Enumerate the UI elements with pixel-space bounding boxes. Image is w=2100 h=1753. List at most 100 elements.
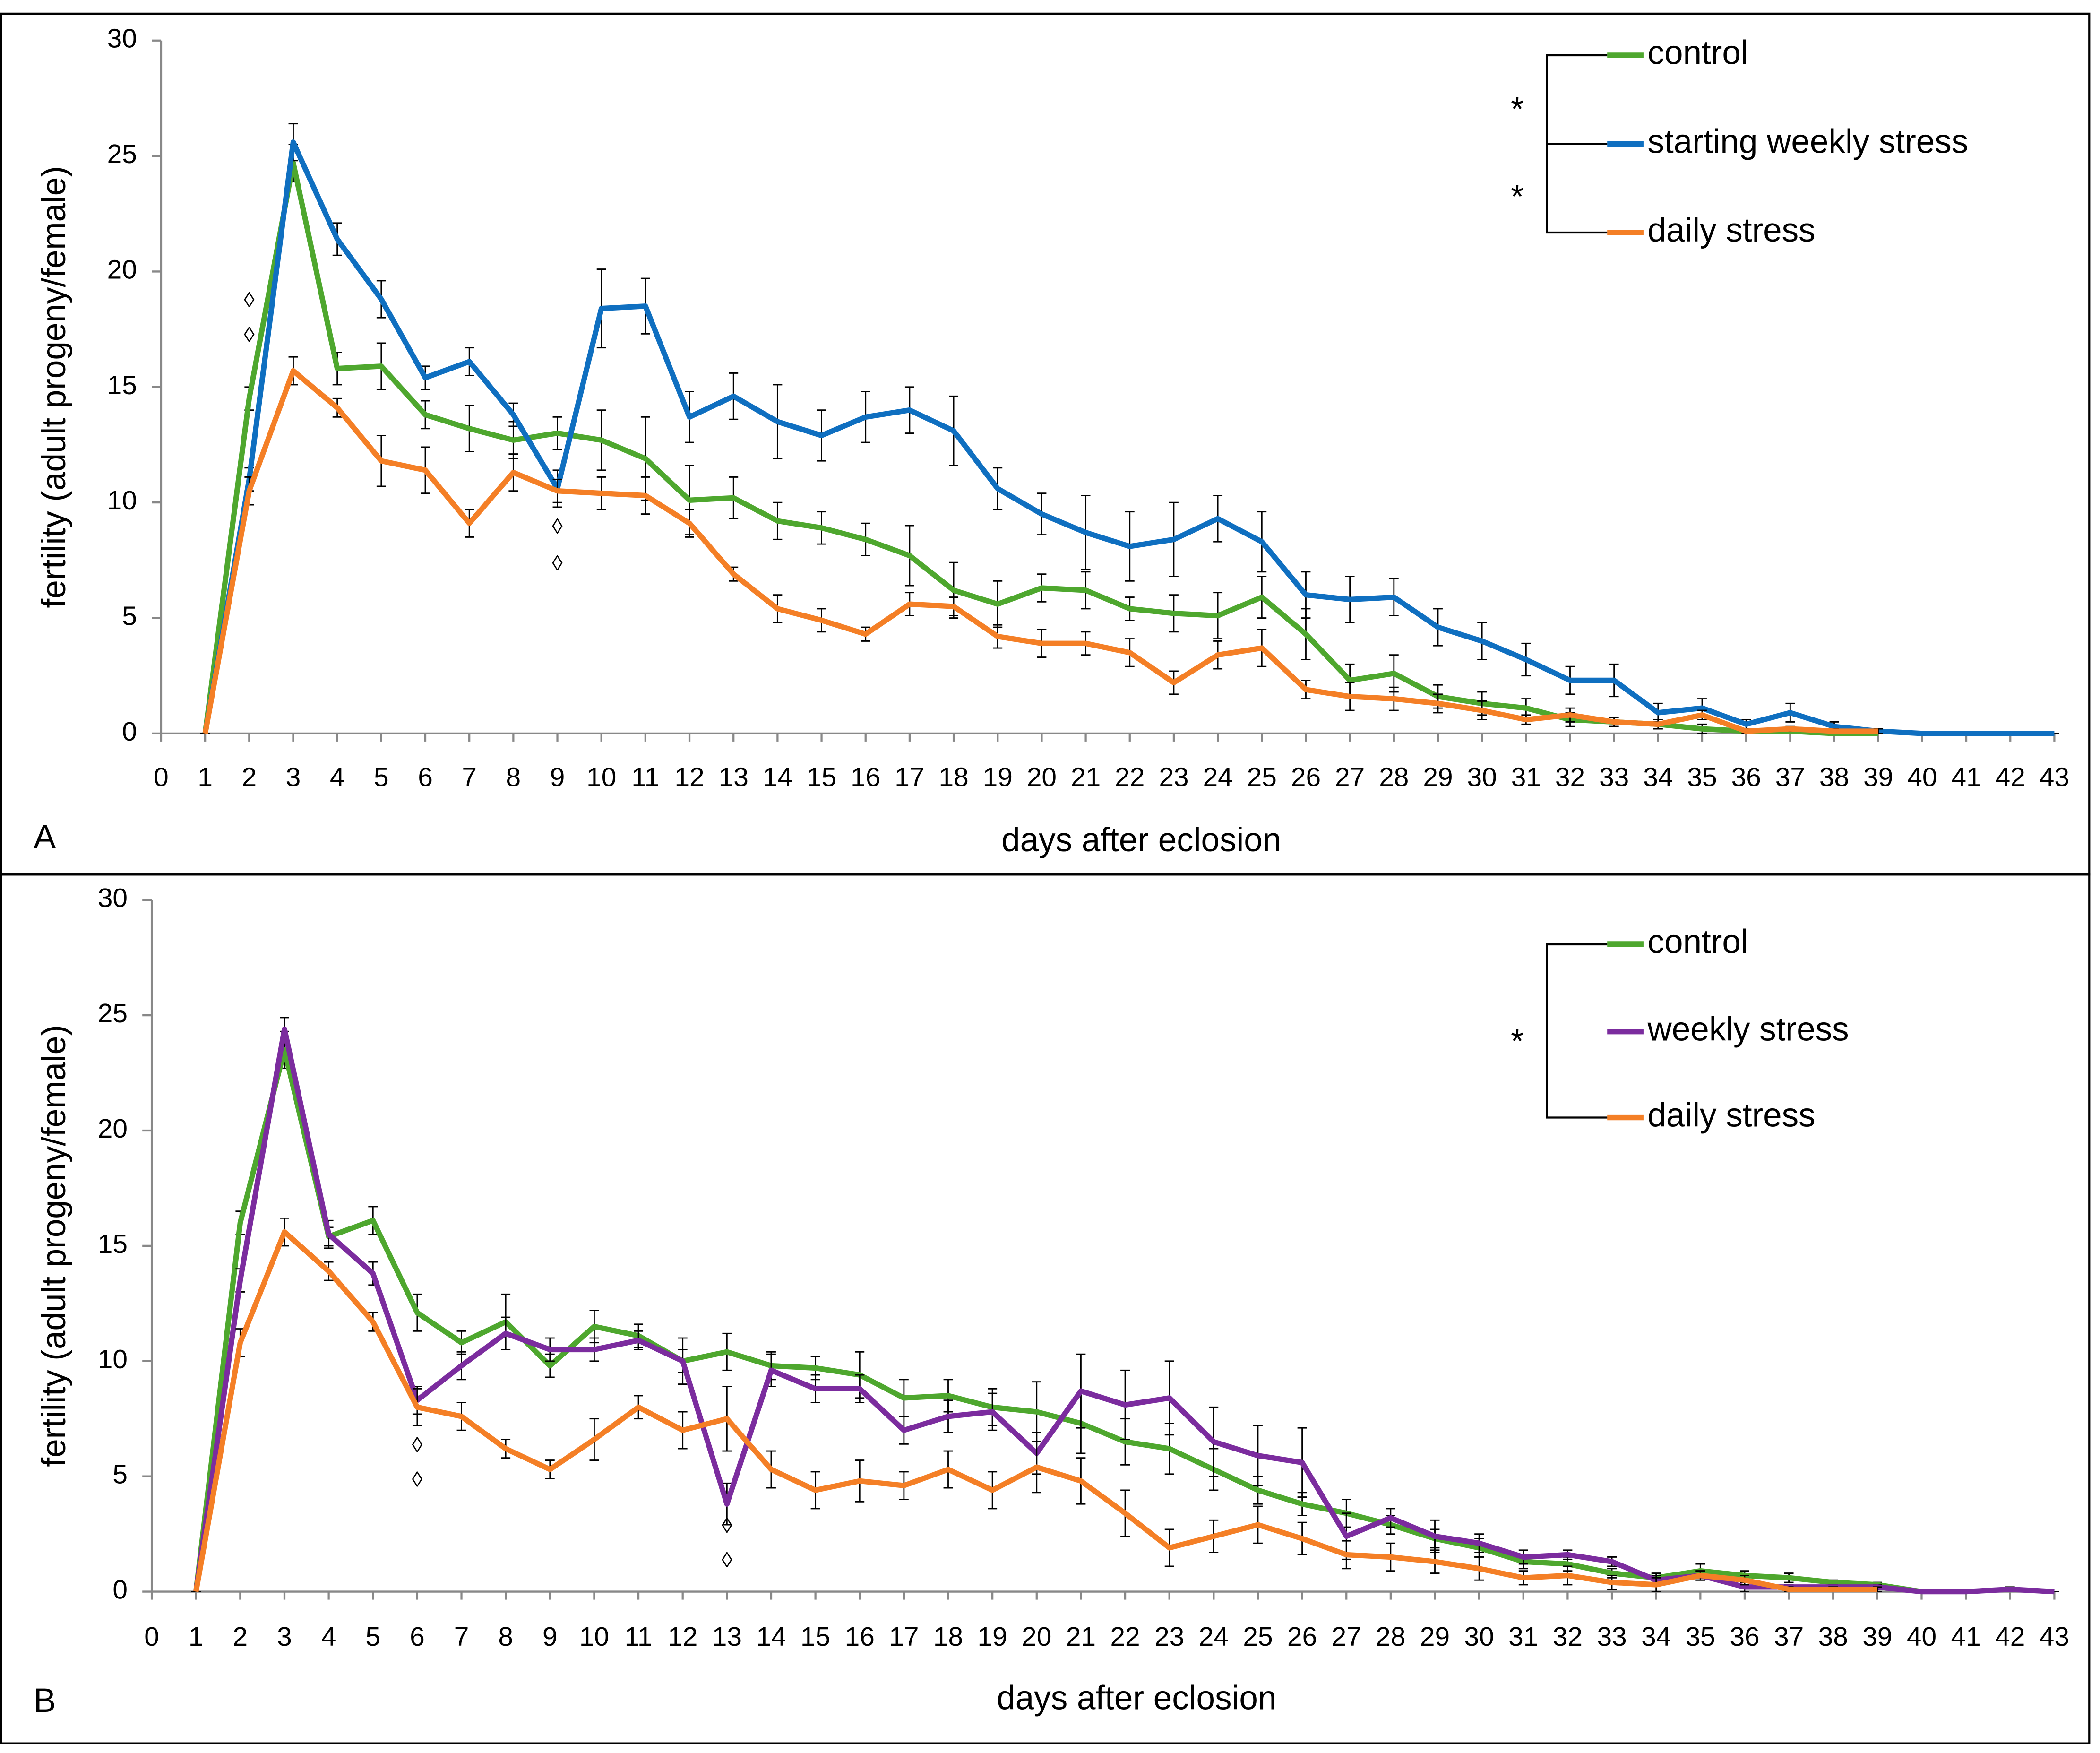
y-tick-label: 30 bbox=[107, 24, 137, 54]
x-tick-label: 24 bbox=[1203, 763, 1233, 793]
x-tick-label: 24 bbox=[1199, 1622, 1229, 1652]
x-tick-label: 36 bbox=[1731, 763, 1761, 793]
y-tick-label: 30 bbox=[98, 883, 128, 913]
x-tick-label: 35 bbox=[1686, 1622, 1715, 1652]
x-tick-label: 37 bbox=[1775, 763, 1805, 793]
x-tick-label: 26 bbox=[1291, 763, 1321, 793]
x-tick-label: 5 bbox=[374, 763, 389, 793]
y-tick-label: 5 bbox=[112, 1460, 128, 1490]
series-line bbox=[202, 368, 1878, 734]
x-tick-label: 31 bbox=[1508, 1622, 1538, 1652]
x-tick-label: 39 bbox=[1862, 1622, 1892, 1652]
marker: ◊ bbox=[244, 288, 255, 312]
x-tick-label: 12 bbox=[674, 763, 704, 793]
x-tick-label: 19 bbox=[978, 1622, 1007, 1652]
x-tick-label: 12 bbox=[668, 1622, 697, 1652]
x-tick-label: 39 bbox=[1863, 763, 1893, 793]
y-tick-label: 20 bbox=[107, 255, 137, 285]
y-axis-title: fertility (adult progeny/female) bbox=[35, 166, 73, 608]
x-tick-label: 17 bbox=[889, 1622, 919, 1652]
y-tick-label: 25 bbox=[107, 139, 137, 169]
x-tick-label: 33 bbox=[1599, 763, 1629, 793]
legend-label: weekly stress bbox=[1647, 1010, 1849, 1048]
x-tick-label: 40 bbox=[1907, 1622, 1936, 1652]
x-tick-label: 36 bbox=[1730, 1622, 1759, 1652]
x-tick-label: 43 bbox=[2040, 763, 2069, 793]
significance-star: * bbox=[1511, 1023, 1524, 1060]
x-tick-label: 30 bbox=[1467, 763, 1497, 793]
x-tick-label: 4 bbox=[330, 763, 345, 793]
x-tick-label: 2 bbox=[233, 1622, 248, 1652]
x-tick-label: 18 bbox=[933, 1622, 963, 1652]
x-tick-label: 29 bbox=[1420, 1622, 1450, 1652]
x-tick-label: 3 bbox=[277, 1622, 292, 1652]
x-tick-label: 42 bbox=[1995, 1622, 2025, 1652]
panel-label: B bbox=[34, 1682, 56, 1719]
x-tick-label: 5 bbox=[365, 1622, 380, 1652]
y-tick-label: 0 bbox=[112, 1575, 128, 1605]
x-tick-label: 13 bbox=[719, 763, 749, 793]
x-tick-label: 0 bbox=[154, 763, 169, 793]
series-line bbox=[202, 139, 2055, 736]
x-tick-label: 0 bbox=[144, 1622, 159, 1652]
x-tick-label: 38 bbox=[1818, 1622, 1848, 1652]
x-tick-label: 14 bbox=[756, 1622, 786, 1652]
x-tick-label: 6 bbox=[418, 763, 433, 793]
y-tick-label: 5 bbox=[122, 602, 137, 631]
x-tick-label: 42 bbox=[1996, 763, 2025, 793]
marker: ◊ bbox=[722, 1513, 732, 1537]
x-tick-label: 37 bbox=[1774, 1622, 1804, 1652]
x-tick-label: 18 bbox=[938, 763, 968, 793]
x-tick-label: 10 bbox=[579, 1622, 609, 1652]
x-tick-label: 30 bbox=[1464, 1622, 1494, 1652]
x-tick-label: 4 bbox=[321, 1622, 336, 1652]
x-tick-label: 20 bbox=[1027, 763, 1057, 793]
x-tick-label: 23 bbox=[1154, 1622, 1184, 1652]
x-tick-label: 1 bbox=[198, 763, 213, 793]
significance-bracket bbox=[1546, 54, 1608, 234]
x-tick-label: 33 bbox=[1597, 1622, 1627, 1652]
x-tick-label: 8 bbox=[506, 763, 521, 793]
y-tick-label: 10 bbox=[107, 486, 137, 516]
x-tick-label: 14 bbox=[763, 763, 792, 793]
legend-label: control bbox=[1647, 35, 1748, 72]
x-tick-label: 15 bbox=[800, 1622, 830, 1652]
significance-star: * bbox=[1511, 178, 1524, 216]
y-tick-label: 15 bbox=[107, 371, 137, 400]
x-tick-label: 21 bbox=[1066, 1622, 1096, 1652]
x-tick-label: 20 bbox=[1022, 1622, 1051, 1652]
x-tick-label: 35 bbox=[1687, 763, 1717, 793]
x-tick-label: 41 bbox=[1951, 1622, 1981, 1652]
marker: ◊ bbox=[244, 322, 255, 346]
x-tick-label: 22 bbox=[1115, 763, 1145, 793]
x-tick-label: 9 bbox=[542, 1622, 558, 1652]
x-tick-label: 7 bbox=[454, 1622, 469, 1652]
y-tick-label: 15 bbox=[98, 1229, 128, 1259]
y-tick-label: 25 bbox=[98, 999, 128, 1028]
x-tick-label: 32 bbox=[1555, 763, 1585, 793]
x-tick-label: 41 bbox=[1951, 763, 1981, 793]
x-tick-label: 19 bbox=[983, 763, 1013, 793]
x-tick-label: 11 bbox=[625, 1622, 653, 1652]
x-tick-label: 1 bbox=[189, 1622, 204, 1652]
x-tick-label: 2 bbox=[242, 763, 257, 793]
x-tick-label: 15 bbox=[807, 763, 836, 793]
x-tick-label: 7 bbox=[462, 763, 477, 793]
legend-label: daily stress bbox=[1647, 212, 1815, 249]
significance-bracket bbox=[1546, 943, 1608, 1119]
y-axis-title: fertility (adult progeny/female) bbox=[35, 1025, 73, 1467]
x-tick-label: 13 bbox=[712, 1622, 742, 1652]
x-tick-label: 34 bbox=[1643, 763, 1673, 793]
x-tick-label: 25 bbox=[1247, 763, 1277, 793]
marker: ◊ bbox=[552, 514, 563, 538]
x-tick-label: 11 bbox=[631, 763, 659, 793]
x-tick-label: 16 bbox=[845, 1622, 875, 1652]
x-tick-label: 8 bbox=[498, 1622, 513, 1652]
x-tick-label: 43 bbox=[2040, 1622, 2069, 1652]
x-tick-label: 9 bbox=[550, 763, 565, 793]
x-tick-label: 3 bbox=[286, 763, 301, 793]
marker: ◊ bbox=[552, 551, 563, 575]
marker: ◊ bbox=[412, 1433, 423, 1457]
